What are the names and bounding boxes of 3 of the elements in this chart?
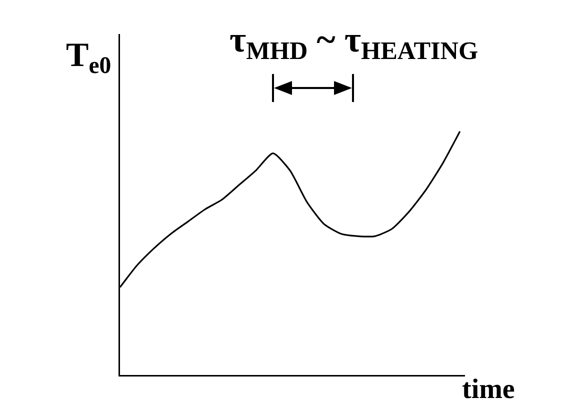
chart-title: τ$_{MHD}$ ~ τ$_{HEATING}$ — [230, 19, 478, 66]
x-axis-title: time — [462, 374, 515, 405]
y-axis-title: T$_{e0}$ — [66, 37, 112, 80]
